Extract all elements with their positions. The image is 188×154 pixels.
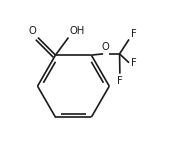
Text: F: F <box>117 77 123 86</box>
Text: O: O <box>29 26 36 36</box>
Text: F: F <box>130 58 136 68</box>
Text: F: F <box>130 29 136 39</box>
Text: OH: OH <box>70 26 85 36</box>
Text: O: O <box>102 42 110 52</box>
